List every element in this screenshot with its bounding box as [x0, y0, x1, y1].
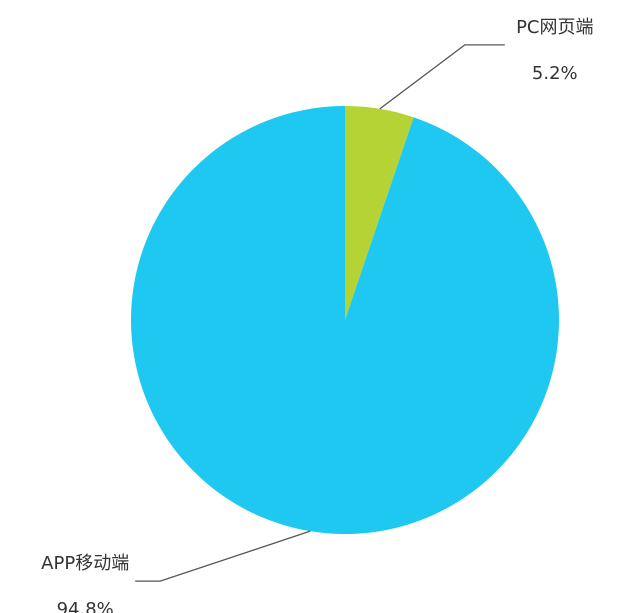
- slice-value-label: 5.2%: [532, 63, 578, 84]
- slice-label: PC网页端: [516, 17, 593, 38]
- pie-slice: [131, 105, 560, 534]
- slice-value-label: 94.8%: [57, 599, 114, 613]
- leader-line: [379, 44, 505, 110]
- leader-line: [135, 530, 311, 582]
- slice-label: APP移动端: [41, 553, 129, 574]
- pie-slice: [345, 106, 414, 320]
